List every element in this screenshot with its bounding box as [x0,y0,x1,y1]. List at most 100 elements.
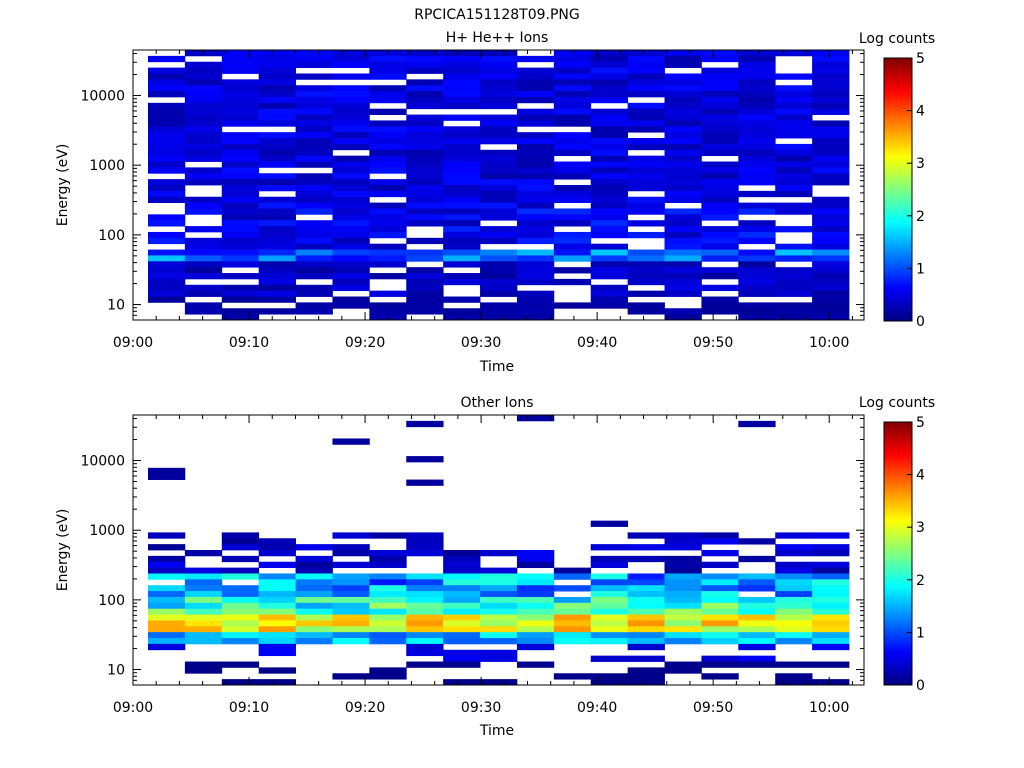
spectrogram-cell [516,296,555,303]
spectrogram-cell [258,67,296,74]
colorbar-tick-label: 2 [916,209,925,225]
spectrogram-cell [627,173,665,180]
spectrogram-cell [221,173,260,180]
spectrogram-cell [627,290,665,297]
spectrogram-cell [369,138,407,145]
spectrogram-cell [701,284,739,292]
spectrogram-cell [369,73,407,80]
colorbar-swatch [884,288,912,291]
colorbar-swatch [884,660,912,664]
spectrogram-cell [664,114,702,121]
spectrogram-cell [664,208,702,215]
spectrogram-cell [480,302,518,309]
spectrogram-cell [701,167,739,174]
spectrogram-cell [221,261,260,268]
colorbar-swatch [884,119,912,123]
colorbar-swatch [884,450,912,454]
colorbar-swatch [884,452,912,456]
spectrogram-cell [553,85,592,92]
spectrogram-cell [812,220,850,227]
colorbar-swatch [884,533,912,537]
spectrogram-cell [258,573,296,580]
spectrogram-cell [664,120,702,127]
colorbar-swatch [884,128,912,131]
spectrogram-cell [516,132,555,139]
colorbar-tick-label: 1 [916,261,925,277]
spectrogram-cell [332,114,370,121]
spectrogram-cell [516,85,555,92]
spectrogram-cell [443,161,481,168]
spectrogram-cell [480,585,518,592]
spectrogram-cell [258,308,296,315]
spectrogram-cell [295,226,333,233]
spectrogram-cell [812,550,850,557]
spectrogram-cell [701,661,739,668]
spectrogram-cell [332,255,370,262]
spectrogram-cell [480,50,518,57]
spectrogram-cell [258,255,296,262]
colorbar-swatch [884,459,912,462]
colorbar-swatch [884,248,912,252]
spectrogram-cell [295,302,333,309]
colorbar-swatch [884,606,912,609]
spectrogram-cell [443,96,481,104]
colorbar-swatch [884,163,912,166]
spectrogram-cell [701,573,739,580]
spectrogram-cell [701,273,739,280]
spectrogram-cell [406,50,444,57]
spectrogram-cell [627,585,665,592]
colorbar-swatch [884,178,912,182]
spectrogram-cell [701,602,739,610]
spectrogram-cell [295,267,333,274]
spectrogram-cell [443,143,481,151]
colorbar-swatch [884,75,912,79]
spectrogram-cell [775,273,813,280]
colorbar-swatch [884,498,912,502]
spectrogram-cell [701,143,739,151]
spectrogram-cell [443,55,481,63]
spectrogram-cell [480,579,518,586]
spectrogram-cell [184,208,223,215]
spectrogram-cell [812,143,850,151]
spectrogram-cell [369,573,407,580]
spectrogram-cell [406,185,444,192]
spectrogram-cell [553,143,592,151]
spectrogram-cell [701,73,739,80]
spectrogram-cell [590,585,629,592]
spectrogram-cell [664,278,702,286]
spectrogram-cell [775,149,813,157]
spectrogram-cell [590,561,629,569]
spectrogram-cell [258,55,296,63]
spectrogram-cell [812,620,850,627]
spectrogram-cell [738,643,776,651]
spectrogram-cell [738,614,776,621]
spectrogram-cell [480,102,518,110]
spectrogram-cell [516,190,555,198]
spectrogram-cell [516,173,555,180]
spectrogram-cell [664,231,702,239]
spectrogram-cell [627,102,665,110]
spectrogram-cell [664,561,702,569]
spectrogram-cell [148,261,186,268]
colorbar-swatch [884,283,912,287]
colorbar-swatch [884,125,912,129]
spectrogram-cell [221,314,260,321]
spectrogram-cell [480,596,518,604]
spectrogram-cell [553,237,592,245]
spectrogram-cell [738,173,776,180]
spectrogram-cell [443,79,481,86]
spectrogram-cell [295,231,333,239]
spectrogram-cell [332,220,370,227]
spectrogram-cell [443,220,481,227]
spectrogram-cell [812,132,850,139]
spectrogram-cell [516,55,555,63]
colorbar-swatch [884,531,912,535]
spectrogram-cell [775,120,813,127]
colorbar-swatch [884,551,912,554]
spectrogram-cell [332,120,370,127]
spectrogram-cell [295,602,333,610]
spectrogram-cell [627,555,665,563]
colorbar-swatch [884,90,912,94]
spectrogram-cell [148,73,186,80]
spectrogram-cell [516,632,555,639]
